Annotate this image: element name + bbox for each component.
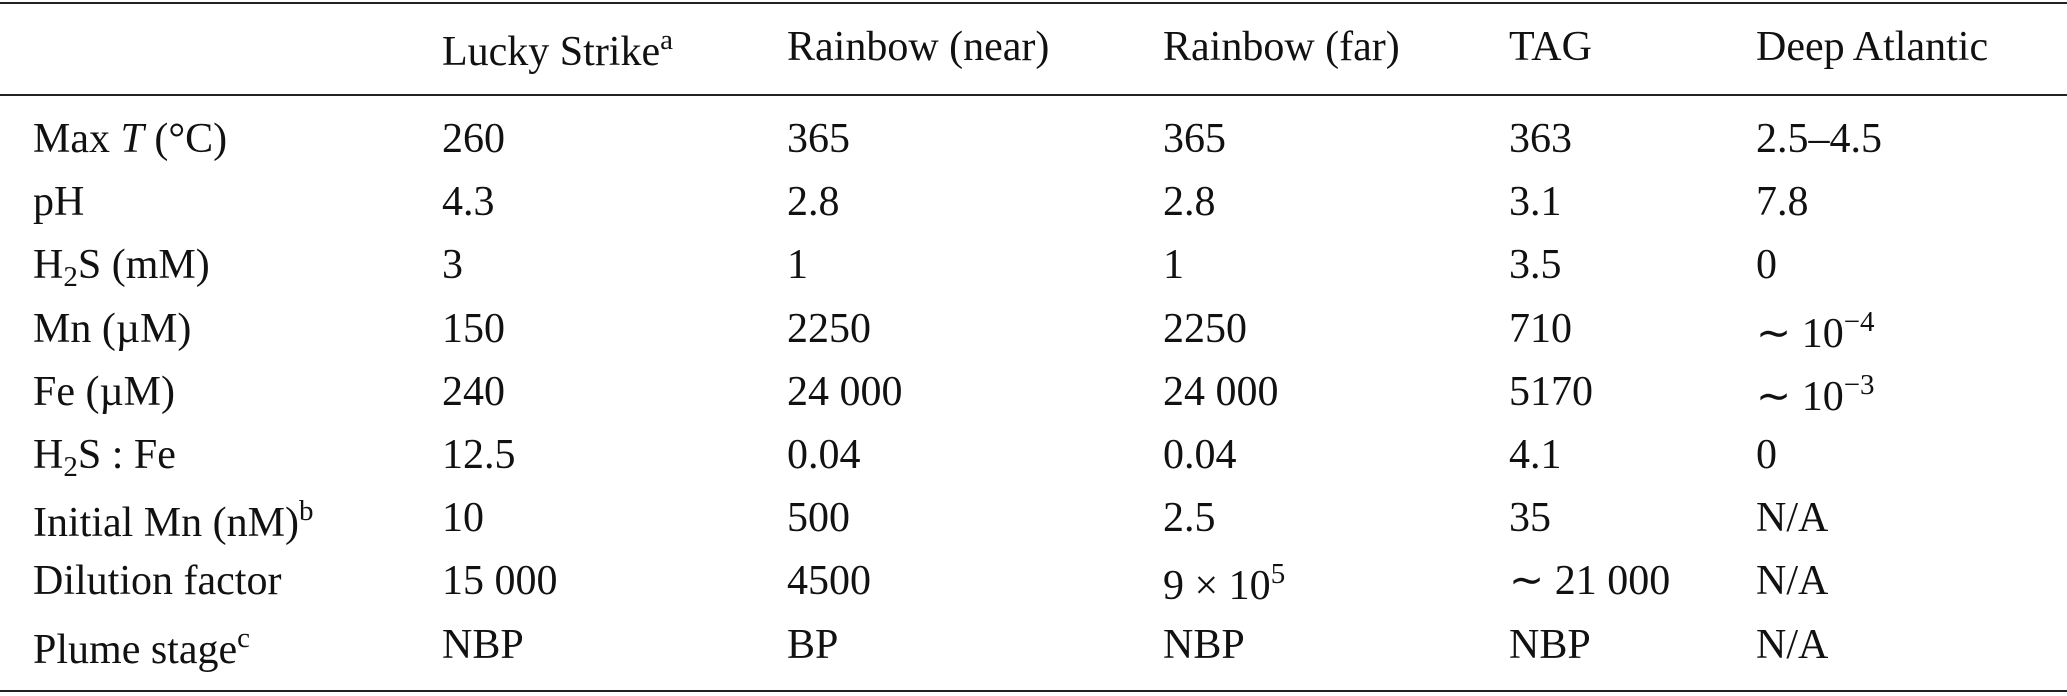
data-cell: 9 × 105 <box>1163 558 1286 610</box>
data-cell: N/A <box>1756 621 1829 668</box>
data-cell: 15 000 <box>442 558 558 605</box>
data-cell: 260 <box>442 116 505 162</box>
cell-text: S : Fe <box>77 432 176 478</box>
data-cell: 12.5 <box>442 432 516 478</box>
data-cell: 2.5–4.5 <box>1756 116 1882 162</box>
data-cell: 0.04 <box>1163 432 1237 478</box>
data-cell: 365 <box>787 116 850 162</box>
cell-text: 2 <box>63 261 78 294</box>
cell-text: Max <box>33 116 121 162</box>
data-cell: 0 <box>1756 242 1777 289</box>
data-cell: 2250 <box>1163 305 1247 352</box>
data-cell: 35 <box>1509 495 1551 542</box>
row-label: H2S (mM) <box>33 244 210 292</box>
row-label: Fe (µM) <box>33 368 176 415</box>
header-cell: Rainbow (near) <box>787 24 1050 70</box>
cell-text: Lucky Strike <box>442 29 661 75</box>
data-cell: 24 000 <box>1163 368 1279 415</box>
data-cell: 10 <box>442 495 484 542</box>
data-cell: 365 <box>1163 116 1226 162</box>
row-label: pH <box>33 179 85 226</box>
cell-text: c <box>237 621 251 654</box>
data-cell: N/A <box>1756 558 1829 605</box>
data-cell: 2.5 <box>1163 495 1216 542</box>
bottom-rule <box>0 690 2067 692</box>
header-cell: TAG <box>1509 24 1592 70</box>
data-cell: 240 <box>442 368 505 415</box>
header-cell: Rainbow (far) <box>1163 24 1400 70</box>
data-cell: 150 <box>442 305 505 352</box>
data-cell: ∼ 10−4 <box>1756 305 1875 357</box>
cell-text: Initial Mn (nM) <box>33 500 299 547</box>
data-cell: 1 <box>1163 242 1184 289</box>
cell-text: 9 × 10 <box>1163 563 1271 610</box>
cell-text: H <box>33 242 64 289</box>
data-cell: 24 000 <box>787 368 903 415</box>
data-cell: NBP <box>1509 621 1591 668</box>
cell-text: −3 <box>1843 368 1875 401</box>
data-cell: 3.5 <box>1509 242 1562 289</box>
data-cell: 4500 <box>787 558 871 605</box>
row-label: Dilution factor <box>33 558 282 605</box>
data-cell: 1 <box>787 242 808 289</box>
data-cell: 0 <box>1756 432 1777 478</box>
data-cell: 710 <box>1509 305 1572 352</box>
data-cell: ∼ 21 000 <box>1509 558 1671 605</box>
row-label: Mn (µM) <box>33 305 192 352</box>
cell-text: Plume stage <box>33 626 238 673</box>
cell-text: a <box>660 24 673 56</box>
data-cell: ∼ 10−3 <box>1756 368 1875 420</box>
data-cell: NBP <box>1163 621 1245 668</box>
data-cell: 3 <box>442 242 463 289</box>
row-label: Max T (°C) <box>33 118 227 160</box>
header-cell: Deep Atlantic <box>1756 24 1989 70</box>
header-rule <box>0 94 2067 96</box>
data-cell: 0.04 <box>787 432 861 478</box>
cell-text: ∼ 10 <box>1756 373 1844 420</box>
cell-text: (°C) <box>143 116 228 162</box>
cell-text: 5 <box>1270 558 1286 591</box>
data-cell: 500 <box>787 495 850 542</box>
data-cell: 4.3 <box>442 179 495 226</box>
data-cell: 4.1 <box>1509 432 1562 478</box>
cell-text: b <box>298 495 314 528</box>
header-cell: Lucky Strikea <box>442 24 673 75</box>
data-cell: 5170 <box>1509 368 1593 415</box>
data-cell: 363 <box>1509 116 1572 162</box>
data-cell: NBP <box>442 621 524 668</box>
data-cell: 3.1 <box>1509 179 1562 226</box>
data-cell: N/A <box>1756 495 1829 542</box>
data-cell: 2.8 <box>1163 179 1216 226</box>
row-label: H2S : Fe <box>33 434 176 482</box>
cell-text: ∼ 10 <box>1756 310 1844 357</box>
data-cell: 7.8 <box>1756 179 1809 226</box>
data-cell: 2.8 <box>787 179 840 226</box>
cell-text: H <box>33 432 64 478</box>
data-cell: BP <box>787 621 839 668</box>
top-rule <box>0 2 2067 4</box>
row-label: Plume stagec <box>33 621 251 673</box>
cell-text: −4 <box>1843 305 1875 338</box>
data-cell: 2250 <box>787 305 871 352</box>
row-label: Initial Mn (nM)b <box>33 495 314 547</box>
cell-text: T <box>120 116 144 162</box>
cell-text: 2 <box>63 451 78 483</box>
cell-text: S (mM) <box>77 242 210 289</box>
